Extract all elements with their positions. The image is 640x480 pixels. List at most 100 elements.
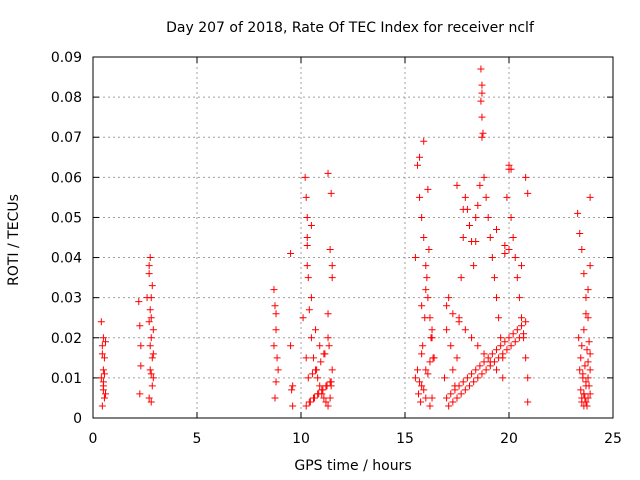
data-point [580, 270, 588, 278]
data-point [146, 342, 154, 350]
data-point [445, 294, 453, 302]
data-point [416, 378, 424, 386]
data-point [136, 390, 144, 398]
data-point [324, 169, 332, 177]
data-point [147, 398, 155, 406]
data-point [511, 338, 519, 346]
data-point [429, 354, 437, 362]
data-point [422, 394, 430, 402]
data-point [474, 342, 482, 350]
data-point [148, 282, 156, 290]
data-point [503, 346, 511, 354]
data-point [478, 81, 486, 89]
data-point [499, 374, 507, 382]
data-point [324, 402, 332, 410]
data-point [326, 394, 334, 402]
data-point [424, 370, 432, 378]
data-point [302, 193, 310, 201]
data-point [99, 386, 107, 394]
data-point [578, 246, 586, 254]
data-point [468, 370, 476, 378]
data-point [417, 398, 425, 406]
data-point [584, 394, 592, 402]
data-point [148, 382, 156, 390]
data-point [312, 326, 320, 334]
data-point [584, 358, 592, 366]
data-point [327, 189, 335, 197]
data-point [578, 342, 586, 350]
data-point [522, 354, 530, 362]
data-point [318, 386, 326, 394]
data-point [459, 205, 467, 213]
data-point [522, 173, 530, 181]
data-point [426, 358, 434, 366]
data-point [288, 386, 296, 394]
data-point [100, 370, 108, 378]
data-point [479, 129, 487, 137]
data-point [577, 386, 585, 394]
data-point [478, 133, 486, 141]
data-point [98, 350, 106, 358]
data-point [476, 362, 484, 370]
data-point [507, 342, 515, 350]
data-point [484, 354, 492, 362]
data-point [453, 181, 461, 189]
data-point [470, 378, 478, 386]
grid [93, 57, 613, 418]
data-point [274, 366, 282, 374]
data-point [149, 350, 157, 358]
data-point [305, 398, 313, 406]
data-point [478, 89, 486, 97]
data-point [586, 193, 594, 201]
data-point [477, 65, 485, 73]
y-tick-label: 0.07 [51, 130, 82, 146]
data-point [493, 366, 501, 374]
data-point [580, 402, 588, 410]
data-point [305, 306, 313, 314]
data-point [137, 362, 145, 370]
data-point [524, 398, 532, 406]
data-point [304, 374, 312, 382]
data-point [100, 394, 108, 402]
data-point [583, 346, 591, 354]
x-tick-label: 0 [89, 431, 98, 447]
data-point [579, 370, 587, 378]
data-point [271, 394, 279, 402]
data-point [501, 338, 509, 346]
data-point [416, 193, 424, 201]
y-tick-label: 0 [73, 411, 82, 427]
data-point [522, 318, 530, 326]
data-point [287, 342, 295, 350]
data-point [422, 286, 430, 294]
data-point [524, 189, 532, 197]
data-point [470, 262, 478, 270]
y-axis-label: ROTI / TECUs [6, 194, 22, 286]
data-point [273, 354, 281, 362]
data-point [272, 378, 280, 386]
data-point [505, 161, 513, 169]
data-point [418, 213, 426, 221]
y-tick-label: 0.06 [51, 170, 82, 186]
data-point [513, 274, 521, 282]
y-tick-label: 0.01 [51, 371, 82, 387]
data-point [317, 358, 325, 366]
data-point [463, 374, 471, 382]
data-point [418, 350, 426, 358]
data-point [100, 354, 108, 362]
data-point [422, 262, 430, 270]
data-point [509, 330, 517, 338]
data-point [320, 394, 328, 402]
data-point [495, 354, 503, 362]
data-point [309, 394, 317, 402]
data-point [147, 314, 155, 322]
data-point [145, 262, 153, 270]
data-point [97, 318, 105, 326]
data-point [480, 358, 488, 366]
data-point [135, 298, 143, 306]
data-point [474, 374, 482, 382]
data-point [447, 342, 455, 350]
data-point [459, 234, 467, 241]
data-point [287, 250, 295, 258]
data-point [145, 318, 153, 326]
data-point [316, 382, 324, 390]
